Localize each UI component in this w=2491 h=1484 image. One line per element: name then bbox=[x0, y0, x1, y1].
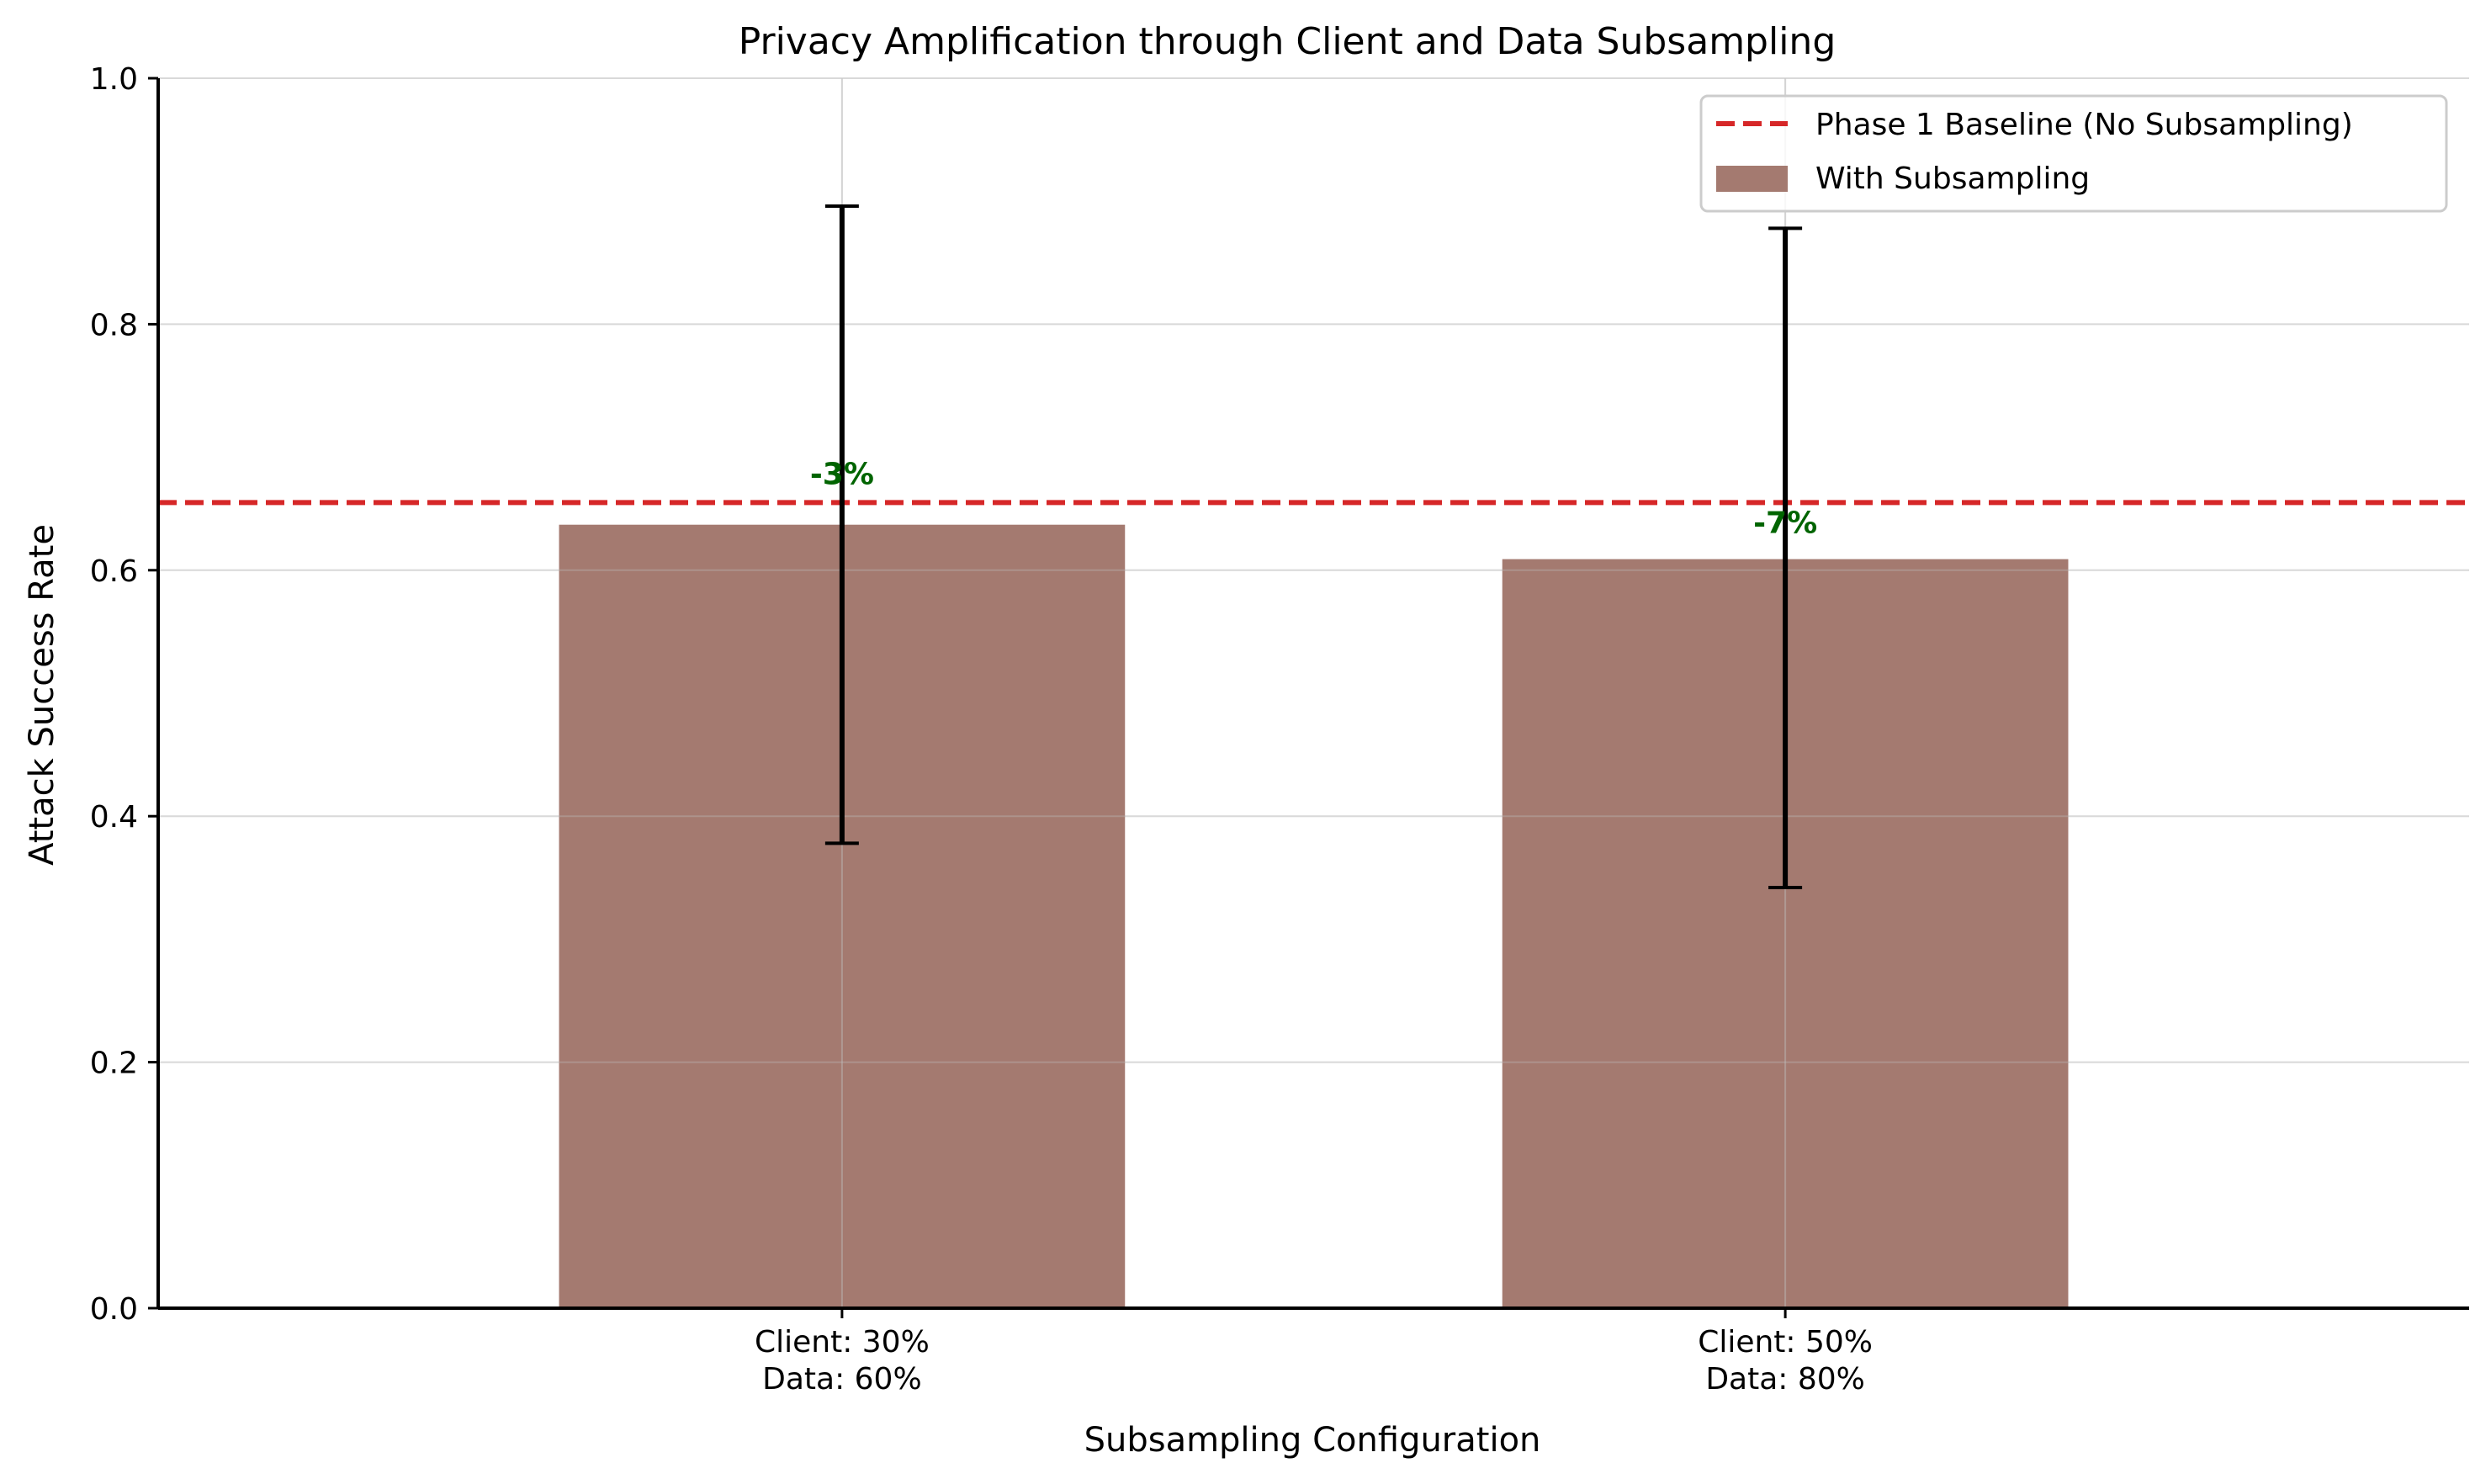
y-tick-label: 0.2 bbox=[90, 1047, 138, 1081]
y-tick-label: 0.0 bbox=[90, 1292, 138, 1327]
annotations: -3% -7% bbox=[810, 457, 1817, 540]
y-tick-label: 0.6 bbox=[90, 554, 138, 589]
bars bbox=[158, 77, 2469, 1309]
y-tick-label: 0.8 bbox=[90, 308, 138, 342]
error-bars bbox=[824, 204, 1803, 889]
chart-title: Privacy Amplification through Client and… bbox=[739, 20, 1836, 63]
axes: 0.0 0.2 0.4 0.6 0.8 1.0 Client: 30%Data: 60% Cl… bbox=[90, 62, 2469, 1397]
legend-box bbox=[1699, 94, 2448, 213]
y-tick-label: 0.4 bbox=[90, 800, 138, 835]
y-tick-label: 1.0 bbox=[90, 62, 138, 97]
x-tick-label: Data: 60% bbox=[762, 1362, 922, 1397]
percent-change-label: -3% bbox=[810, 457, 874, 491]
x-tick-label: Client: 30% bbox=[755, 1325, 930, 1359]
percent-change-label: -7% bbox=[1753, 506, 1817, 540]
x-tick-label: Data: 80% bbox=[1705, 1362, 1865, 1397]
legend: Phase 1 Baseline (No Subsampling) With S… bbox=[1699, 94, 2448, 213]
legend-swatch-series bbox=[1716, 166, 1788, 192]
x-axis-label: Subsampling Configuration bbox=[1084, 1421, 1541, 1460]
legend-label-series: With Subsampling bbox=[1815, 162, 2090, 196]
x-tick-label: Client: 50% bbox=[1698, 1325, 1873, 1359]
legend-label-baseline: Phase 1 Baseline (No Subsampling) bbox=[1815, 108, 2353, 142]
y-axis-label: Attack Success Rate bbox=[23, 524, 61, 866]
